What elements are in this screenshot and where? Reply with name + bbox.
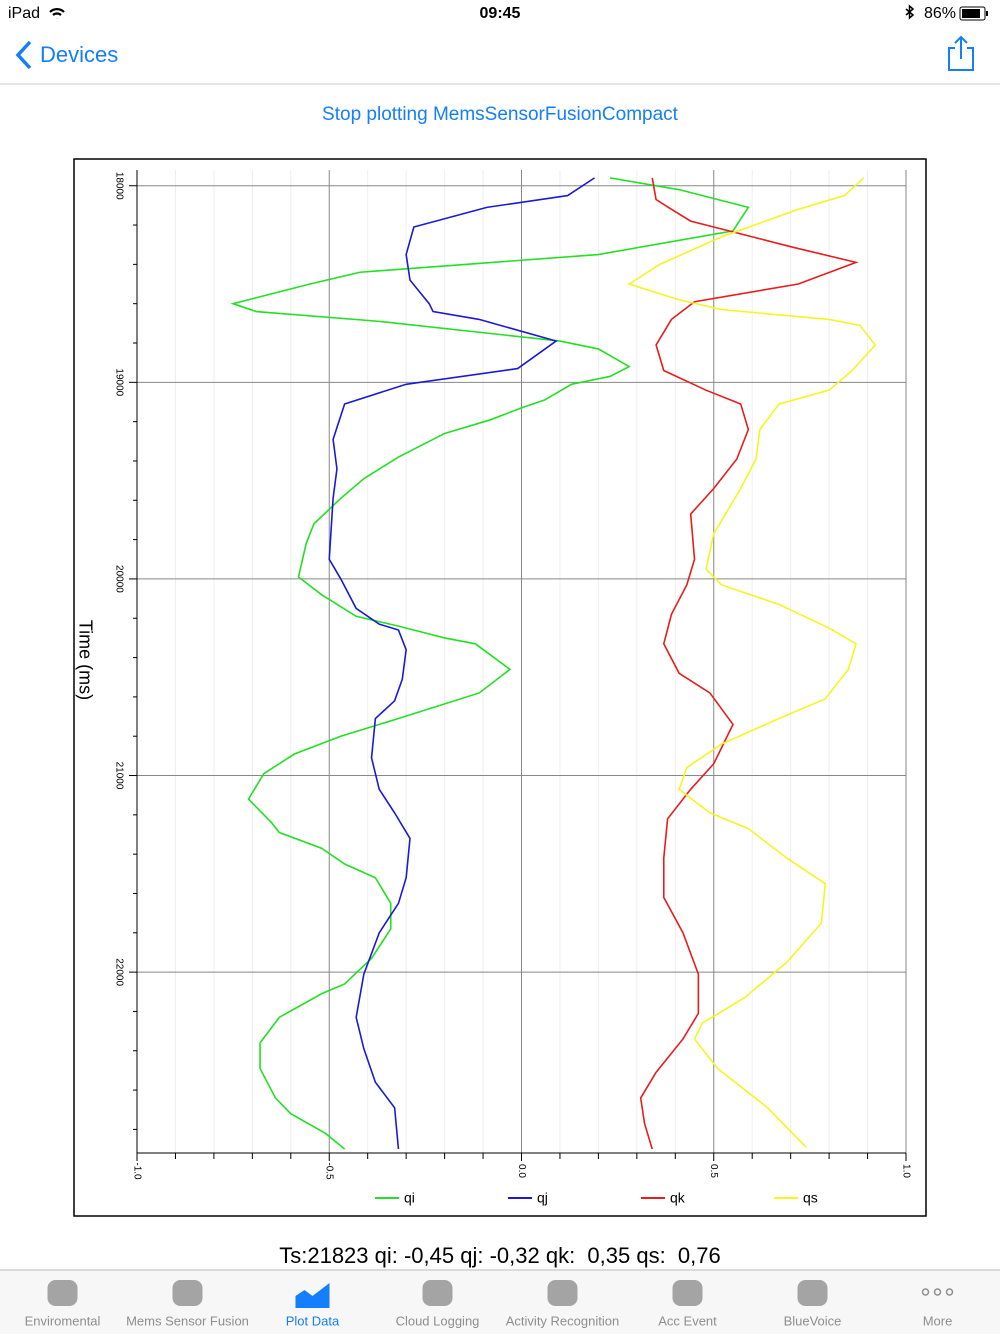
- readout: Ts:21823 qi: -0,45 qj: -0,32 qk: 0,35 qs…: [279, 1243, 721, 1268]
- y-tick-label: 21000: [113, 762, 124, 790]
- battery-icon: [959, 6, 986, 21]
- tab-label[interactable]: More: [923, 1313, 953, 1328]
- legend-label: qs: [803, 1190, 818, 1206]
- tab-icon[interactable]: [921, 1288, 930, 1296]
- back-button[interactable]: Devices: [40, 42, 118, 67]
- tab-bar: [0, 1270, 1000, 1334]
- tab-icon[interactable]: [172, 1280, 203, 1306]
- tab-icon[interactable]: [945, 1288, 954, 1296]
- tab-icon[interactable]: [295, 1283, 330, 1308]
- chart: -1.0 -0.5 0.0 0.5 1.0 18000 19000 20000 21000 220…: [75, 170, 911, 1206]
- wifi-icon: [49, 8, 65, 19]
- battery-tip: [986, 11, 988, 16]
- bluetooth-icon: [905, 4, 915, 20]
- legend-label: qk: [670, 1190, 686, 1206]
- series-line: [639, 177, 859, 1150]
- tab-icon[interactable]: [547, 1280, 578, 1306]
- chart-frame: [73, 158, 927, 1217]
- series-line: [627, 177, 877, 1148]
- legend-label: qi: [404, 1190, 415, 1206]
- tab-label[interactable]: Acc Event: [658, 1313, 717, 1328]
- tab-label[interactable]: Plot Data: [286, 1313, 340, 1328]
- tab-label[interactable]: BlueVoice: [784, 1313, 842, 1328]
- battery-fill: [962, 9, 980, 18]
- tab-icon[interactable]: [933, 1288, 942, 1296]
- tab-label[interactable]: Enviromental: [25, 1313, 101, 1328]
- y-tick-label: 18000: [113, 172, 124, 200]
- tab-icon[interactable]: [422, 1280, 453, 1306]
- device-name: iPad: [8, 5, 40, 22]
- y-tick-label: 20000: [113, 565, 124, 593]
- tab-icon[interactable]: [797, 1280, 828, 1306]
- series-line: [328, 177, 595, 1150]
- stop-plotting-button[interactable]: Stop plotting MemsSensorFusionCompact: [322, 104, 679, 125]
- x-tick-label: -0.5: [324, 1162, 335, 1180]
- y-axis-label: Time (ms): [75, 620, 95, 700]
- tab-label[interactable]: Mems Sensor Fusion: [126, 1313, 249, 1328]
- y-tick-label: 19000: [113, 368, 124, 396]
- share-button[interactable]: [948, 35, 974, 71]
- back-chevron[interactable]: [15, 40, 32, 70]
- x-tick-label: 0.5: [708, 1164, 719, 1178]
- tab-icon[interactable]: [47, 1280, 78, 1306]
- x-tick-label: 1.0: [900, 1164, 911, 1178]
- legend-label: qj: [537, 1190, 548, 1206]
- x-tick-label: 0.0: [516, 1164, 527, 1178]
- battery-level: 86%: [924, 5, 956, 22]
- tab-icon[interactable]: [672, 1280, 703, 1306]
- x-tick-label: -1.0: [131, 1162, 142, 1180]
- series-line: [230, 177, 750, 1150]
- tabs: Enviromental Mems Sensor Fusion Plot Data C…: [25, 1280, 954, 1328]
- tab-label[interactable]: Cloud Logging: [396, 1313, 480, 1328]
- y-tick-label: 22000: [113, 958, 124, 986]
- clock: 09:45: [480, 5, 521, 22]
- tab-label[interactable]: Activity Recognition: [506, 1313, 619, 1328]
